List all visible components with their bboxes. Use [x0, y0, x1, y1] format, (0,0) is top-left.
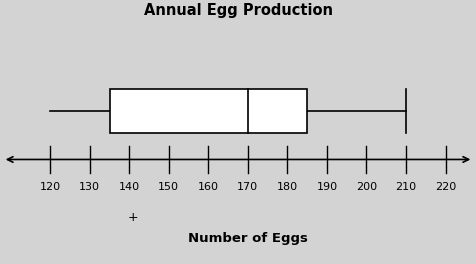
Text: 150: 150	[159, 182, 179, 192]
Text: 130: 130	[79, 182, 100, 192]
Text: +: +	[128, 211, 139, 224]
Text: 180: 180	[277, 182, 298, 192]
Text: 140: 140	[119, 182, 140, 192]
Text: Number of Eggs: Number of Eggs	[188, 232, 308, 245]
Text: 220: 220	[435, 182, 456, 192]
Title: Annual Egg Production: Annual Egg Production	[143, 3, 333, 18]
Bar	[109, 89, 307, 133]
Text: 190: 190	[317, 182, 337, 192]
Text: 170: 170	[238, 182, 258, 192]
Text: 210: 210	[396, 182, 416, 192]
Text: 120: 120	[40, 182, 61, 192]
Text: 200: 200	[356, 182, 377, 192]
Text: 160: 160	[198, 182, 219, 192]
